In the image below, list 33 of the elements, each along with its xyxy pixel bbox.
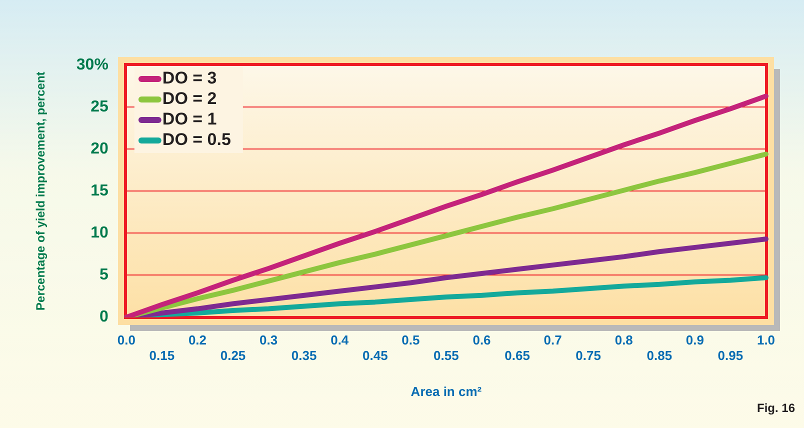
x-tick-label: 0.35	[291, 348, 317, 364]
x-tick-label: 0.8	[614, 332, 633, 348]
legend-label: DO = 3	[162, 68, 217, 88]
x-tick-label: 1.0	[756, 332, 776, 348]
x-tick-label: 0.2	[188, 332, 207, 348]
x-tick-label: 0.15	[149, 348, 175, 364]
x-tick-label: 0.4	[330, 332, 350, 348]
x-tick-label: 0.45	[362, 348, 388, 364]
x-axis-title: Area in cm²	[410, 384, 482, 399]
y-tick-label: 10	[90, 224, 109, 242]
x-tick-label: 0.0	[117, 332, 136, 348]
y-tick-label: 0	[100, 308, 109, 326]
y-tick-label: 15	[90, 182, 109, 200]
x-tick-label: 0.6	[472, 332, 491, 348]
y-tick-label: 30%	[76, 56, 108, 74]
x-tick-label: 0.9	[686, 332, 704, 348]
x-tick-label: 0.55	[434, 348, 459, 364]
legend-label: DO = 1	[162, 110, 217, 129]
x-tick-label: 0.7	[544, 332, 562, 348]
x-tick-label: 0.5	[402, 332, 420, 348]
x-tick-label: 0.3	[260, 332, 278, 348]
x-tick-label: 0.25	[220, 348, 246, 364]
x-tick-label: 0.65	[504, 348, 530, 364]
x-tick-label: 0.95	[718, 348, 744, 364]
y-tick-label: 5	[100, 266, 109, 284]
legend-label: DO = 2	[162, 89, 217, 108]
x-tick-label: 0.75	[576, 348, 601, 364]
y-tick-label: 25	[90, 98, 109, 116]
y-axis-title: Percentage of yield improvement, percent	[34, 72, 48, 310]
caption: Fig. 16	[756, 401, 796, 415]
y-tick-label: 20	[90, 140, 109, 158]
x-tick-label: 0.85	[646, 348, 672, 364]
legend-label: DO = 0.5	[162, 130, 231, 150]
